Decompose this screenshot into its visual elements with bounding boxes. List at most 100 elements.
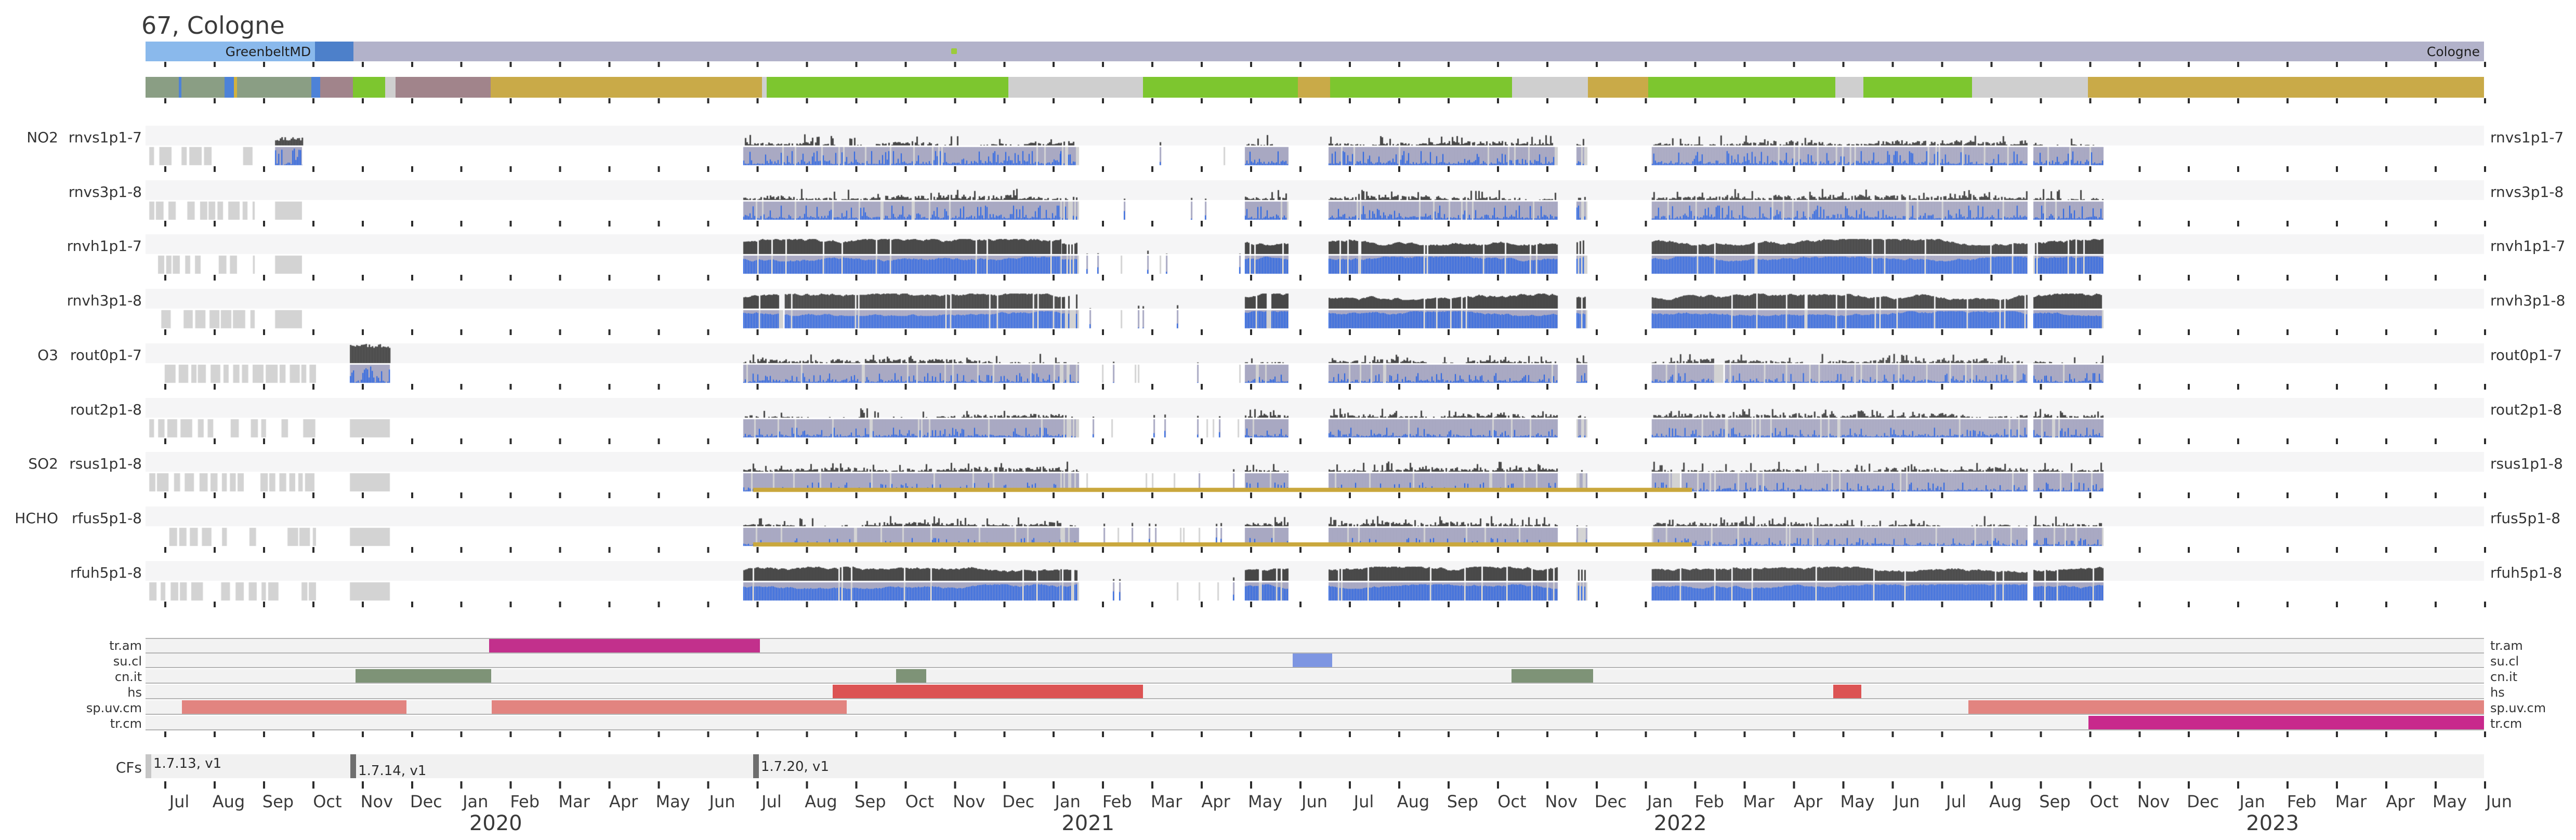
month-label: Mar	[2335, 792, 2367, 811]
month-label: Feb	[1694, 792, 1724, 811]
year-label: 2022	[1653, 811, 1707, 835]
month-label: Jan	[463, 792, 489, 811]
operation-mode-segment	[1863, 77, 1973, 98]
operation-mode-bar-ticks	[146, 98, 2486, 103]
gas-label: SO2	[28, 455, 58, 473]
row-label-left: rsus1p1-8	[69, 455, 142, 473]
qualifier-label-left: tr.cm	[110, 716, 142, 731]
row-label-left: rnvh1p1-7	[67, 237, 142, 255]
row-ticks	[146, 438, 2486, 444]
operation-mode-segment	[1648, 77, 1835, 98]
qualifier-segment	[356, 669, 491, 683]
month-label: Apr	[2386, 792, 2415, 811]
qualifier-segment	[1833, 685, 1862, 698]
row-canvas-rnvs3p1-8	[146, 180, 2484, 221]
row-label-right: rout2p1-8	[2490, 401, 2562, 418]
operation-mode-segment	[1512, 77, 1588, 98]
cf-marker	[350, 754, 357, 778]
operation-mode-segment	[178, 77, 181, 98]
row-label-left: rfus5p1-8	[71, 510, 142, 527]
month-label: Apr	[1201, 792, 1230, 811]
operation-mode-segment	[1330, 77, 1512, 98]
qualifier-band-su.cl	[146, 654, 2484, 668]
row-ticks	[146, 601, 2486, 607]
operation-mode-segment	[181, 77, 225, 98]
year-label: 2020	[469, 811, 522, 835]
location-bar-ticks	[146, 62, 2486, 67]
month-label: Jan	[1647, 792, 1673, 811]
month-label: Aug	[805, 792, 837, 811]
row-canvas-rsus1p1-8	[146, 452, 2484, 493]
month-label: Dec	[410, 792, 442, 811]
month-label: May	[1840, 792, 1875, 811]
month-label: Feb	[1102, 792, 1132, 811]
location-bar: GreenbeltMD Cologne	[146, 42, 2484, 61]
cf-marker-label: 1.7.13, v1	[153, 756, 222, 771]
row-canvas-rnvh3p1-8	[146, 289, 2484, 330]
operation-mode-segment	[353, 77, 386, 98]
month-label: Jun	[2486, 792, 2512, 811]
cfs-label: CFs	[115, 759, 142, 776]
operation-mode-segment	[1298, 77, 1330, 98]
operation-mode-segment	[234, 77, 237, 98]
row-canvas-rfus5p1-8	[146, 506, 2484, 548]
month-label: Apr	[1793, 792, 1823, 811]
operation-mode-segment	[491, 77, 762, 98]
qualifier-label-right: hs	[2490, 685, 2505, 700]
month-label: Dec	[1002, 792, 1035, 811]
qualifier-label-right: tr.cm	[2490, 716, 2522, 731]
cf-marker	[146, 754, 151, 778]
row-canvas-rnvh1p1-7	[146, 234, 2484, 275]
month-label: Oct	[905, 792, 935, 811]
qualifier-segment	[489, 639, 760, 652]
month-label: Aug	[212, 792, 245, 811]
qualifier-label-left: su.cl	[113, 654, 142, 669]
row-label-right: rsus1p1-8	[2490, 455, 2563, 473]
gas-label: HCHO	[15, 510, 58, 527]
row-ticks	[146, 547, 2486, 553]
month-label: Aug	[1989, 792, 2022, 811]
row-ticks	[146, 275, 2486, 281]
year-label: 2021	[1061, 811, 1115, 835]
month-label: Sep	[262, 792, 294, 811]
row-ticks	[146, 220, 2486, 226]
month-label: Oct	[1497, 792, 1527, 811]
operation-mode-segment	[385, 77, 396, 98]
month-label: May	[655, 792, 690, 811]
operation-mode-segment	[1142, 77, 1298, 98]
operation-mode-segment	[761, 77, 767, 98]
row-label-left: rout2p1-8	[70, 401, 142, 418]
month-label: Dec	[1594, 792, 1627, 811]
row-canvas-rout0p1-7	[146, 343, 2484, 384]
operation-mode-segment	[1835, 77, 1863, 98]
month-label: Feb	[2286, 792, 2317, 811]
qualifier-label-right: tr.am	[2490, 638, 2523, 653]
status-dot	[951, 48, 957, 54]
month-label: Oct	[2089, 792, 2119, 811]
operation-mode-segment	[1008, 77, 1143, 98]
cf-marker-label: 1.7.14, v1	[358, 763, 427, 779]
row-ticks	[146, 383, 2486, 390]
month-label: Jul	[1353, 792, 1374, 811]
operation-mode-bar	[146, 77, 2484, 98]
month-label: Sep	[2039, 792, 2071, 811]
month-label: Feb	[510, 792, 540, 811]
month-label: May	[2432, 792, 2467, 811]
operation-mode-segment	[320, 77, 353, 98]
qualifier-segment	[182, 700, 407, 714]
qualifier-segment	[1512, 669, 1594, 683]
cfs-band: 1.7.13, v1 1.7.14, v1 1.7.20, v1	[146, 754, 2484, 779]
qualifier-segment	[896, 669, 927, 683]
row-label-right: rfus5p1-8	[2490, 510, 2561, 527]
row-label-right: rnvs1p1-7	[2490, 129, 2564, 146]
qualifier-label-right: su.cl	[2490, 654, 2519, 669]
month-label: Mar	[1150, 792, 1182, 811]
month-label: Jun	[1302, 792, 1328, 811]
location-bar-segment	[315, 42, 353, 61]
month-label: Jan	[2239, 792, 2265, 811]
qualifier-label-left: hs	[127, 685, 142, 700]
row-label-right: rout0p1-7	[2490, 346, 2562, 364]
month-label: Jan	[1055, 792, 1081, 811]
cf-marker	[753, 754, 759, 778]
